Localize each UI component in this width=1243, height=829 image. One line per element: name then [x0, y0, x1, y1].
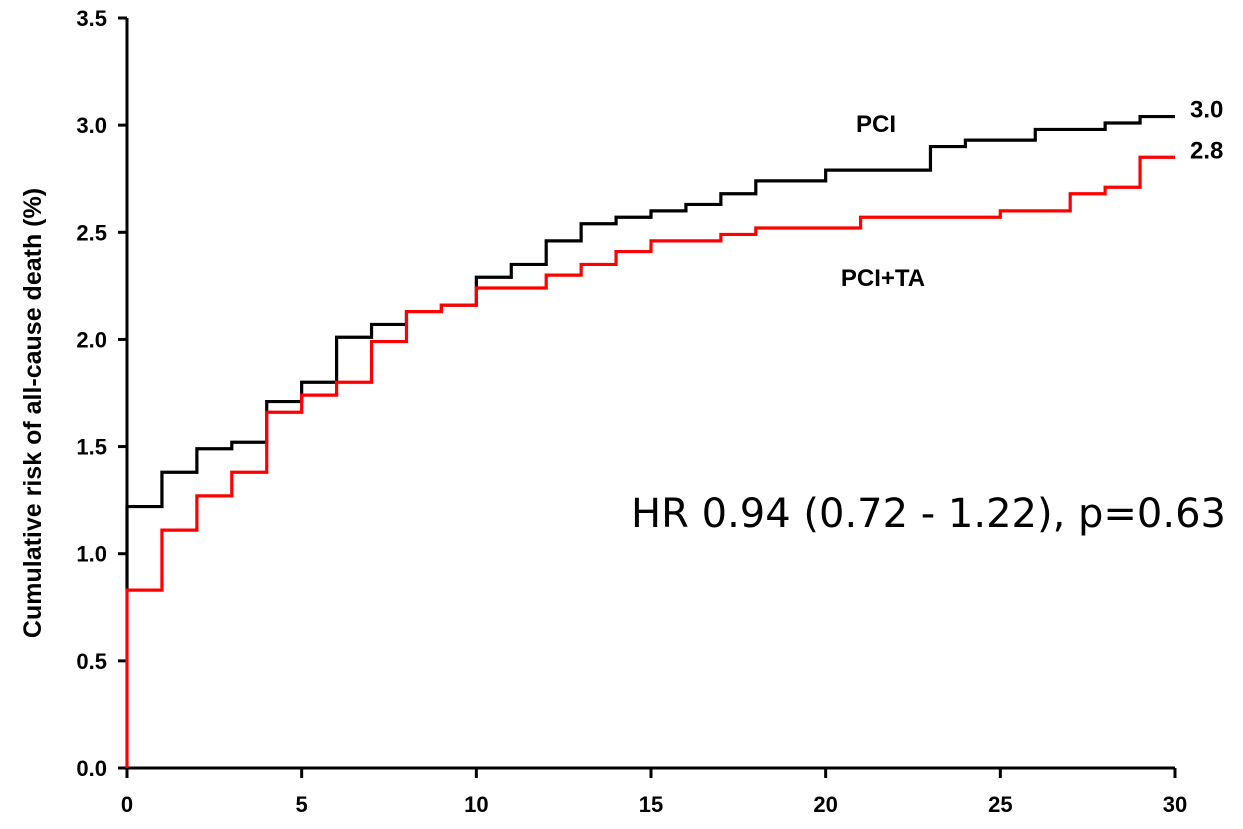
x-tick-label: 30 — [1163, 792, 1187, 817]
series-line-pci-ta — [125, 155, 1175, 768]
x-tick-label: 0 — [121, 792, 133, 817]
y-axis-title: Cumulative risk of all-cause death (%) — [19, 188, 47, 638]
series-lines — [125, 114, 1175, 768]
axes — [125, 18, 1175, 770]
y-tick-label: 1.0 — [76, 542, 107, 567]
x-tick-label: 15 — [639, 792, 663, 817]
y-tick-label: 0.5 — [76, 649, 107, 674]
y-tick-label: 3.5 — [76, 6, 107, 31]
y-tick-label: 1.5 — [76, 435, 107, 460]
hazard-ratio-annotation: HR 0.94 (0.72 - 1.22), p=0.63 — [631, 491, 1226, 537]
series-labels: PCI 3.0 PCI+TA 2.8 — [841, 97, 1223, 292]
y-tick-label: 3.0 — [76, 113, 107, 138]
series-label-pci-ta: PCI+TA — [841, 265, 925, 292]
x-tick-label: 25 — [988, 792, 1012, 817]
x-tick-label: 10 — [464, 792, 488, 817]
y-tick-label: 2.0 — [76, 327, 107, 352]
end-value-label-pci-ta: 2.8 — [1190, 137, 1223, 164]
x-ticks: 0 5 10 15 20 25 30 — [121, 768, 1187, 817]
y-ticks: 0.0 0.5 1.0 1.5 2.0 2.5 3.0 3.5 — [76, 6, 127, 781]
series-label-pci: PCI — [856, 111, 896, 138]
y-tick-label: 2.5 — [76, 220, 107, 245]
end-value-label-pci: 3.0 — [1190, 97, 1223, 124]
x-tick-label: 5 — [296, 792, 308, 817]
x-tick-label: 20 — [813, 792, 837, 817]
y-tick-label: 0.0 — [76, 756, 107, 781]
